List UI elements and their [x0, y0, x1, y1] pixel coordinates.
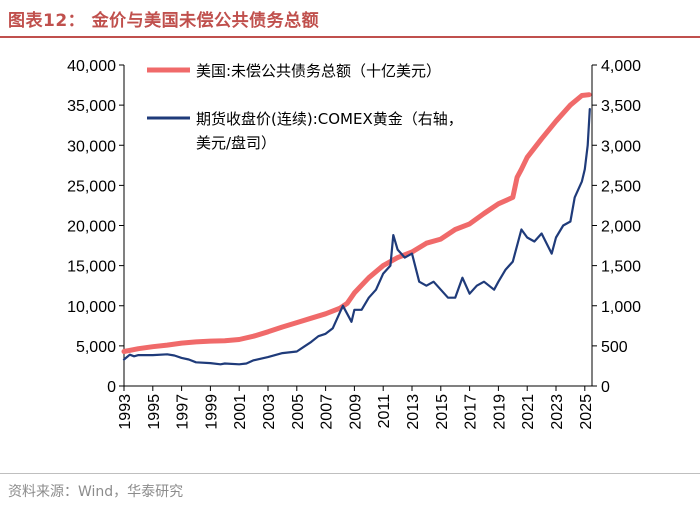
left-tick-label: 30,000 [67, 138, 116, 155]
figure-title: 图表12： 金价与美国未偿公共债务总额 [8, 11, 320, 31]
x-tick-label: 1993 [117, 394, 134, 430]
right-tick-label: 2,500 [601, 178, 641, 195]
left-tick-label: 0 [107, 379, 116, 396]
right-tick-label: 1,500 [601, 259, 641, 276]
source-divider [0, 473, 700, 474]
x-tick-label: 2013 [405, 394, 422, 430]
source-note: 资料来源：Wind，华泰研究 [8, 484, 184, 500]
left-tick-label: 15,000 [67, 259, 116, 276]
axes-group: 0 5,000 10,000 15,000 20,000 25,000 30,000 35,0… [67, 58, 641, 430]
x-tick-label: 2011 [376, 394, 393, 429]
series-group [121, 92, 592, 366]
right-tick-label: 1,000 [601, 299, 641, 316]
right-tick-label: 500 [601, 339, 628, 356]
left-tick-label: 25,000 [67, 178, 116, 195]
x-tick-label: 2017 [463, 394, 480, 430]
x-tick-label: 2009 [347, 394, 364, 430]
left-tick-label: 5,000 [76, 339, 116, 356]
legend-label-gold-cont: 美元/盘司） [196, 134, 276, 152]
legend-group: 美国:未偿公共债务总额（十亿美元） 期货收盘价(连续):COMEX黄金（右轴， … [147, 62, 463, 152]
chart: 0 5,000 10,000 15,000 20,000 25,000 30,000 35,0… [67, 58, 641, 430]
x-tick-label: 2025 [578, 394, 595, 430]
x-tick-label: 1999 [203, 394, 220, 430]
x-tick-label: 2023 [549, 394, 566, 430]
x-tick-label: 1995 [146, 394, 163, 430]
series-gold-line [122, 107, 591, 366]
x-tick-label: 1997 [175, 394, 192, 430]
legend-label-gold: 期货收盘价(连续):COMEX黄金（右轴， [196, 110, 463, 128]
left-tick-label: 40,000 [67, 58, 116, 75]
x-tick-label: 2007 [319, 394, 336, 430]
right-tick-label: 2,000 [601, 219, 641, 236]
legend-label-debt: 美国:未偿公共债务总额（十亿美元） [196, 62, 441, 80]
x-tick-label: 2021 [520, 394, 537, 430]
left-tick-label: 10,000 [67, 299, 116, 316]
left-tick-label: 20,000 [67, 219, 116, 236]
x-tick-label: 2015 [434, 394, 451, 430]
right-tick-label: 0 [601, 379, 610, 396]
x-tick-label: 2005 [290, 394, 307, 430]
left-tick-label: 35,000 [67, 98, 116, 115]
x-tick-label: 2001 [232, 394, 249, 430]
x-tick-label: 2019 [491, 394, 508, 430]
series-debt-line [121, 92, 592, 354]
right-tick-label: 3,000 [601, 138, 641, 155]
x-tick-label: 2003 [261, 394, 278, 430]
title-divider [0, 36, 700, 38]
right-tick-label: 4,000 [601, 58, 641, 75]
right-tick-label: 3,500 [601, 98, 641, 115]
